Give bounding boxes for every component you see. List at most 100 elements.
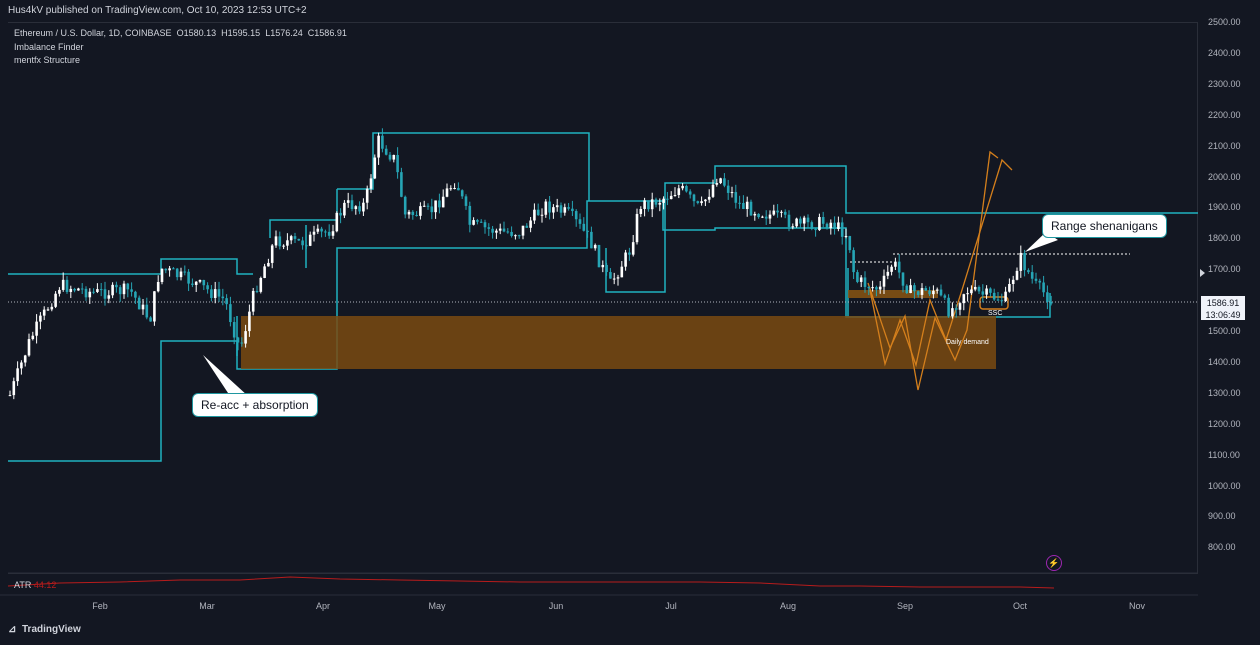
candle-body — [183, 271, 187, 273]
candle-body — [35, 321, 38, 336]
projection-path-2 — [869, 158, 1013, 368]
tradingview-logo[interactable]: ⊿ TradingView — [8, 624, 81, 635]
candle-body — [650, 199, 654, 210]
price-tick: 1100.00 — [1208, 449, 1240, 460]
candle-body — [859, 277, 863, 282]
candle-body — [958, 303, 962, 310]
candle-body — [301, 240, 304, 246]
candle-body — [639, 208, 643, 214]
candle-body — [635, 213, 639, 243]
candle-body — [122, 283, 126, 295]
candle-body — [194, 281, 198, 285]
candle-body — [867, 286, 871, 289]
price-tick: 2400.00 — [1208, 47, 1241, 58]
candle-body — [837, 222, 840, 230]
candle-body — [92, 291, 95, 293]
candle-body — [620, 266, 624, 278]
candle-body — [438, 200, 441, 208]
candle-body — [795, 218, 798, 227]
candle-body — [981, 291, 985, 295]
candle-body — [726, 185, 730, 193]
candle-body — [107, 295, 111, 299]
candle-body — [84, 288, 88, 298]
low-value: 1576.24 — [270, 28, 303, 38]
candle-body — [787, 214, 791, 227]
candle-body — [848, 236, 852, 251]
candle-body — [274, 236, 278, 246]
candle-body — [810, 222, 814, 230]
candle-body — [905, 285, 909, 293]
candle-body — [369, 178, 373, 189]
time-tick: Sep — [896, 601, 914, 611]
candle-body — [935, 289, 939, 291]
atr-line — [7, 576, 1055, 589]
candle-body — [540, 214, 544, 216]
candle-body — [878, 286, 882, 290]
candle-body — [840, 222, 844, 237]
candle-body — [445, 188, 449, 197]
candle-body — [255, 290, 259, 292]
candle-body — [396, 155, 399, 173]
candle-body — [316, 228, 320, 232]
candle-body — [605, 264, 608, 273]
candle-body — [39, 315, 42, 322]
candle-body — [61, 279, 65, 290]
time-tick: May — [428, 601, 446, 611]
indicator-imbalance-finder[interactable]: Imbalance Finder — [14, 41, 84, 52]
candle-body — [42, 309, 46, 316]
candle-body — [571, 208, 574, 212]
candle-body — [449, 188, 453, 190]
candle-body — [464, 196, 468, 206]
footer: ⊿ TradingView — [0, 618, 1260, 645]
callout-range-shenanigans[interactable]: Range shenanigans — [1042, 214, 1167, 238]
candle-body — [293, 236, 297, 239]
candle-body — [175, 268, 179, 278]
candle-body — [12, 381, 16, 396]
price-tick: 1200.00 — [1208, 418, 1241, 429]
candle-body — [559, 205, 563, 213]
candle-body — [320, 228, 323, 232]
candle-body — [780, 211, 783, 213]
candle-body — [707, 196, 711, 200]
candle-body — [206, 285, 209, 290]
close-value: 1586.91 — [314, 28, 347, 38]
candle-body — [118, 287, 122, 295]
candle-body — [213, 289, 217, 298]
candle-body — [544, 201, 548, 215]
indicator-mentfx-structure[interactable]: mentfx Structure — [14, 55, 81, 65]
candle-body — [1042, 282, 1045, 293]
candle-body — [327, 231, 331, 236]
candle-body — [202, 279, 206, 286]
candle-body — [856, 272, 859, 282]
structure-line-6 — [337, 132, 590, 201]
candle-body — [970, 289, 973, 294]
candle-body — [498, 228, 502, 231]
candle-body — [989, 288, 992, 293]
candle-body — [400, 172, 403, 197]
lightning-icon[interactable]: ⚡ — [1046, 555, 1062, 571]
candle-body — [932, 290, 935, 295]
candle-body — [992, 292, 996, 300]
candle-body — [913, 285, 916, 292]
candle-body — [966, 293, 969, 295]
candle-body — [1004, 291, 1007, 301]
candle-body — [286, 240, 289, 246]
candle-body — [358, 206, 361, 212]
candle-body — [392, 155, 396, 160]
candle-body — [373, 157, 377, 179]
candle-body — [251, 290, 255, 312]
candle-body — [229, 304, 232, 323]
candle-body — [111, 284, 114, 296]
candle-body — [149, 317, 152, 322]
time-tick: Mar — [199, 601, 215, 611]
candle-body — [130, 289, 133, 292]
candle-body — [567, 207, 570, 209]
candle-body — [973, 286, 977, 290]
price-tick: 1300.00 — [1208, 387, 1241, 398]
candle-body — [825, 223, 829, 229]
candle-body — [259, 277, 263, 292]
candle-body — [696, 201, 700, 204]
callout-reacc-absorption[interactable]: Re-acc + absorption — [192, 393, 318, 417]
candle-body — [510, 231, 513, 236]
